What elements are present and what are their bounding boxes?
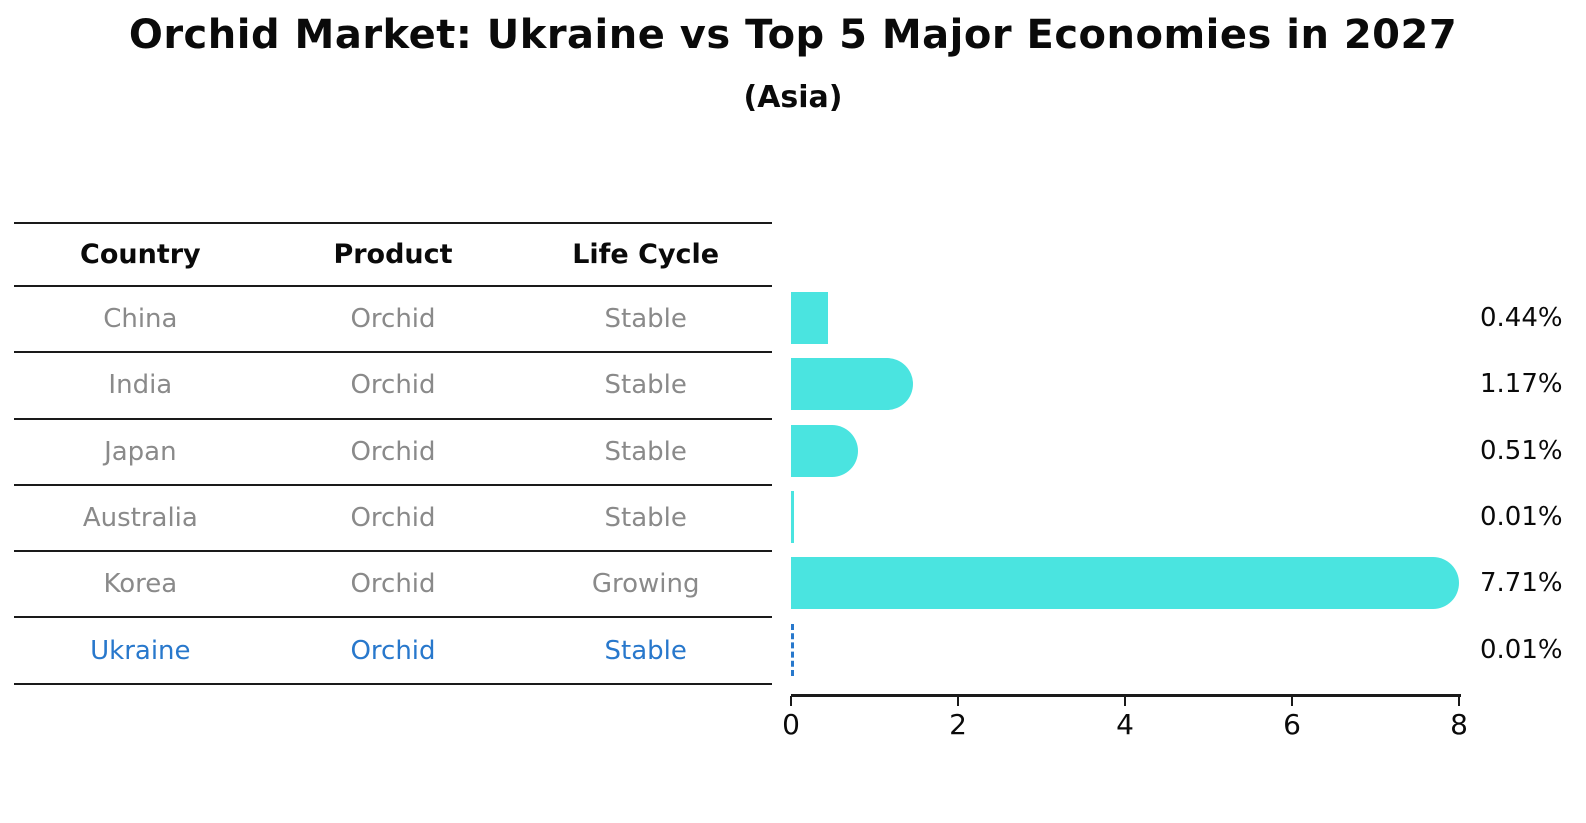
x-tick-4	[1123, 696, 1127, 706]
table-row-australia: Australia Orchid Stable	[14, 483, 772, 550]
table-row-china: China Orchid Stable	[14, 285, 772, 351]
cell-product: Orchid	[350, 569, 436, 600]
x-axis-line	[791, 694, 1461, 697]
cell-country: Ukraine	[90, 635, 191, 666]
cell-country: China	[103, 304, 178, 335]
table-row-korea: Korea Orchid Growing	[14, 550, 772, 616]
cell-life-cycle: Stable	[604, 304, 687, 335]
table-header-row: Country Product Life Cycle	[14, 222, 772, 285]
cell-life-cycle: Stable	[604, 635, 687, 666]
bar-china	[791, 292, 828, 344]
cell-country: Australia	[82, 503, 198, 534]
value-label-china: 0.44%	[1480, 303, 1563, 333]
x-tick-2	[956, 696, 960, 706]
table-row-japan: Japan Orchid Stable	[14, 417, 772, 484]
header-country: Country	[80, 239, 201, 270]
cell-product: Orchid	[350, 370, 436, 401]
header-product: Product	[333, 239, 453, 270]
header-life-cycle: Life Cycle	[572, 239, 720, 270]
bar-korea	[791, 557, 1459, 610]
value-label-japan: 0.51%	[1480, 435, 1563, 466]
cell-life-cycle: Stable	[604, 370, 687, 401]
x-tick-0	[789, 696, 793, 706]
bar-japan	[791, 424, 858, 477]
cell-life-cycle: Stable	[604, 503, 687, 534]
value-label-india: 1.17%	[1480, 369, 1563, 400]
x-tick-label-4: 4	[1116, 708, 1134, 741]
value-label-ukraine: 0.01%	[1480, 634, 1563, 665]
country-table: Country Product Life Cycle China Orchid St…	[14, 222, 772, 685]
cell-product: Orchid	[350, 436, 436, 467]
bar-plot-area	[791, 285, 1459, 683]
cell-country: Korea	[103, 569, 178, 600]
cell-product: Orchid	[350, 635, 436, 666]
x-tick-label-6: 6	[1283, 708, 1301, 741]
cell-country: India	[108, 370, 173, 401]
x-tick-label-8: 8	[1450, 708, 1468, 741]
cell-life-cycle: Stable	[604, 436, 687, 467]
x-tick-8	[1457, 696, 1461, 706]
bar-india	[791, 358, 913, 411]
chart-subtitle: (Asia)	[743, 80, 843, 115]
cell-product: Orchid	[350, 304, 436, 335]
value-label-australia: 0.01%	[1480, 501, 1563, 532]
table-row-ukraine: Ukraine Orchid Stable	[14, 616, 772, 682]
value-label-korea: 7.71%	[1480, 568, 1563, 599]
cell-life-cycle: Growing	[591, 569, 700, 600]
cell-product: Orchid	[350, 503, 436, 534]
x-tick-label-0: 0	[782, 708, 800, 741]
table-row-india: India Orchid Stable	[14, 351, 772, 417]
table-body: China Orchid Stable India Orchid Stable Japan O…	[14, 285, 772, 683]
bar-australia	[791, 490, 794, 543]
x-tick-label-2: 2	[949, 708, 967, 741]
cell-country: Japan	[104, 436, 177, 467]
x-tick-6	[1290, 696, 1294, 706]
chart-title: Orchid Market: Ukraine vs Top 5 Major Ec…	[128, 12, 1458, 58]
bar-ukraine-dashed-marker	[791, 623, 794, 676]
